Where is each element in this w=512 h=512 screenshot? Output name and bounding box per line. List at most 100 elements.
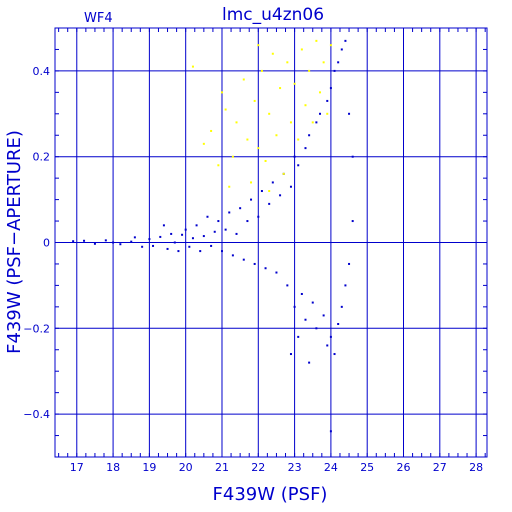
data-point-blue — [300, 292, 303, 295]
x-axis-title: F439W (PSF) — [213, 484, 328, 505]
data-point-yellow — [268, 112, 271, 115]
data-point-yellow — [315, 39, 318, 42]
data-point-blue — [119, 243, 122, 246]
data-point-blue — [104, 239, 107, 242]
x-tick-label: 24 — [324, 461, 338, 474]
data-point-yellow — [286, 61, 289, 64]
data-point-blue — [311, 301, 314, 304]
data-point-yellow — [231, 155, 234, 158]
data-points — [72, 39, 354, 433]
data-point-blue — [83, 239, 86, 242]
data-point-blue — [199, 250, 202, 253]
data-point-yellow — [319, 91, 322, 94]
data-point-blue — [297, 335, 300, 338]
data-point-blue — [184, 228, 187, 231]
data-point-blue — [181, 233, 184, 236]
data-point-blue — [275, 271, 278, 274]
data-point-blue — [340, 48, 343, 51]
data-point-yellow — [217, 164, 220, 167]
data-point-blue — [271, 181, 274, 184]
data-point-yellow — [268, 190, 271, 193]
y-tick-label: −0.4 — [23, 408, 50, 421]
data-point-blue — [162, 224, 165, 227]
data-point-blue — [228, 211, 231, 214]
data-point-blue — [315, 327, 318, 330]
data-point-yellow — [282, 172, 285, 175]
x-tick-label: 19 — [142, 461, 156, 474]
data-point-blue — [257, 215, 260, 218]
data-point-blue — [304, 318, 307, 321]
data-point-yellow — [220, 91, 223, 94]
data-point-blue — [210, 244, 213, 247]
data-point-blue — [206, 215, 209, 218]
x-tick-label: 20 — [179, 461, 193, 474]
data-point-yellow — [191, 65, 194, 68]
data-point-blue — [293, 305, 296, 308]
data-point-blue — [173, 241, 176, 244]
data-point-blue — [213, 230, 216, 233]
data-point-blue — [152, 244, 155, 247]
y-axis-title: F439W (PSF−APERTURE) — [4, 130, 25, 354]
data-point-yellow — [235, 121, 238, 124]
data-point-blue — [253, 262, 256, 265]
data-point-blue — [130, 240, 133, 243]
data-point-blue — [286, 284, 289, 287]
x-tick-labels: 17 18 19 20 21 22 23 24 25 26 27 28 — [70, 461, 483, 474]
data-point-blue — [333, 353, 336, 356]
data-point-yellow — [246, 138, 249, 141]
chart-subtitle: WF4 — [84, 11, 113, 26]
data-point-blue — [260, 190, 263, 193]
data-point-blue — [279, 194, 282, 197]
data-point-yellow — [210, 129, 213, 132]
data-point-yellow — [253, 99, 256, 102]
data-point-blue — [235, 232, 238, 235]
data-point-blue — [170, 232, 173, 235]
data-point-blue — [329, 87, 332, 90]
data-point-blue — [319, 112, 322, 115]
x-tick-label: 23 — [288, 461, 302, 474]
data-point-blue — [191, 237, 194, 240]
data-point-yellow — [242, 78, 245, 81]
data-point-yellow — [329, 44, 332, 47]
data-point-blue — [246, 220, 249, 223]
data-point-blue — [112, 241, 115, 244]
data-point-blue — [242, 258, 245, 261]
data-point-blue — [217, 220, 220, 223]
data-point-blue — [337, 61, 340, 64]
data-point-yellow — [311, 121, 314, 124]
data-point-blue — [293, 155, 296, 158]
y-tick-label: −0.2 — [23, 322, 50, 335]
data-point-yellow — [224, 108, 227, 111]
data-point-blue — [289, 353, 292, 356]
data-point-blue — [308, 361, 311, 364]
x-tick-label: 18 — [106, 461, 120, 474]
data-point-blue — [348, 112, 351, 115]
data-point-yellow — [308, 69, 311, 72]
data-point-yellow — [300, 48, 303, 51]
data-point-yellow — [275, 134, 278, 137]
data-point-yellow — [264, 159, 267, 162]
x-tick-label: 25 — [360, 461, 374, 474]
x-tick-label: 17 — [70, 461, 84, 474]
data-point-blue — [250, 198, 253, 201]
data-point-blue — [351, 220, 354, 223]
data-point-blue — [344, 39, 347, 42]
data-point-blue — [289, 185, 292, 188]
data-point-blue — [308, 134, 311, 137]
x-tick-label: 28 — [469, 461, 483, 474]
data-point-blue — [268, 202, 271, 205]
data-point-yellow — [260, 69, 263, 72]
data-point-blue — [148, 238, 151, 241]
data-point-blue — [133, 236, 136, 239]
data-point-yellow — [279, 87, 282, 90]
data-point-blue — [202, 235, 205, 238]
data-point-blue — [348, 262, 351, 265]
data-point-blue — [224, 228, 227, 231]
grid-lines — [55, 28, 487, 457]
data-point-yellow — [202, 142, 205, 145]
data-point-blue — [93, 242, 96, 245]
data-point-blue — [329, 430, 332, 433]
data-point-blue — [344, 284, 347, 287]
data-point-yellow — [322, 61, 325, 64]
